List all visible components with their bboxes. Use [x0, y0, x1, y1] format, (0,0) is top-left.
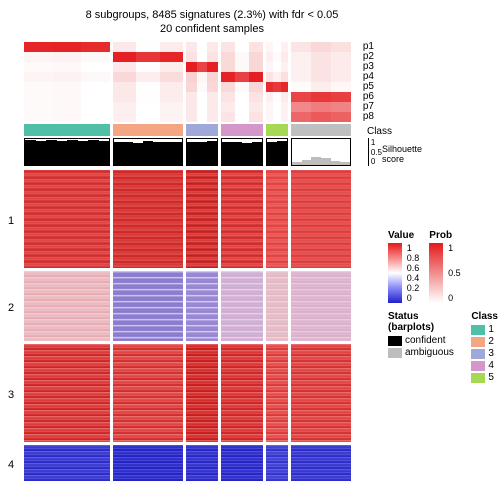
class-legend: Class 12345	[471, 311, 498, 384]
chart-title: 8 subgroups, 8485 signatures (2.3%) with…	[0, 8, 496, 37]
status-legend: Status (barplots) confidentambiguous	[388, 311, 461, 384]
prob-gradient	[429, 243, 443, 303]
title-line-1: 8 subgroups, 8485 signatures (2.3%) with…	[0, 8, 496, 22]
membership-heatmap	[24, 42, 354, 122]
class-annotation-label: Class	[367, 126, 392, 137]
title-line-2: 20 confident samples	[0, 22, 496, 36]
section-label: 3	[8, 389, 14, 401]
main-plot: p1p2p3p4p5p6p7p8 Class 1 0.5 0 Silhouett…	[24, 42, 354, 492]
section-label: 1	[8, 215, 14, 227]
silhouette-barplots: 1 0.5 0	[24, 138, 354, 166]
class-annotation-strip	[24, 124, 354, 136]
signature-heatmap	[24, 170, 354, 484]
prob-legend: Prob 10.50	[429, 230, 460, 303]
prob-row-labels: p1p2p3p4p5p6p7p8	[363, 42, 374, 122]
silhouette-label: Silhouette score	[382, 144, 422, 164]
section-label: 2	[8, 302, 14, 314]
legends: Value 10.80.60.40.20 Prob 10.50 Status (…	[388, 230, 498, 392]
section-label: 4	[8, 459, 14, 471]
silhouette-axis: 1 0.5 0	[368, 138, 382, 166]
value-legend: Value 10.80.60.40.20	[388, 230, 419, 303]
value-gradient	[388, 243, 402, 303]
